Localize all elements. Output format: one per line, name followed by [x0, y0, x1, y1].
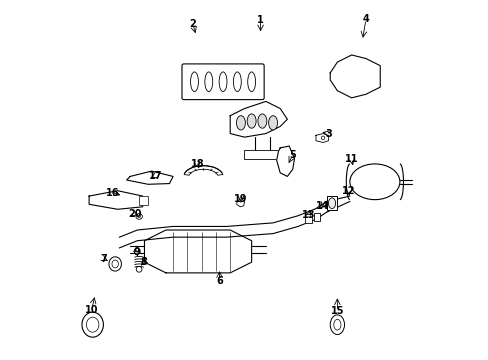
Text: 16: 16	[105, 188, 119, 198]
Ellipse shape	[82, 312, 103, 337]
Ellipse shape	[246, 114, 256, 128]
Text: 3: 3	[325, 129, 331, 139]
Bar	[139, 196, 148, 205]
Text: 19: 19	[234, 194, 247, 204]
Ellipse shape	[233, 72, 241, 91]
Text: 9: 9	[133, 247, 140, 257]
Bar	[313, 213, 319, 221]
Bar	[305, 214, 311, 223]
Text: 15: 15	[330, 306, 344, 316]
Text: 4: 4	[362, 14, 368, 24]
Text: 2: 2	[189, 18, 196, 28]
Text: 7: 7	[100, 253, 106, 264]
Text: 1: 1	[257, 15, 264, 25]
Ellipse shape	[247, 72, 255, 91]
Polygon shape	[276, 146, 294, 176]
Polygon shape	[89, 191, 142, 209]
Ellipse shape	[236, 116, 245, 130]
Ellipse shape	[136, 213, 142, 219]
Bar	[326, 196, 337, 210]
Ellipse shape	[333, 319, 340, 330]
Ellipse shape	[257, 114, 266, 128]
Ellipse shape	[138, 215, 140, 218]
Text: 13: 13	[302, 210, 315, 220]
Text: 18: 18	[190, 159, 204, 169]
Text: 20: 20	[128, 209, 142, 219]
Polygon shape	[230, 102, 287, 137]
FancyBboxPatch shape	[182, 64, 264, 100]
Polygon shape	[236, 199, 244, 207]
Polygon shape	[126, 171, 173, 184]
Text: 6: 6	[216, 276, 223, 286]
Text: 17: 17	[148, 171, 162, 181]
Ellipse shape	[349, 164, 399, 200]
Ellipse shape	[321, 136, 324, 140]
Ellipse shape	[86, 317, 99, 332]
Bar	[244, 150, 280, 158]
Ellipse shape	[190, 72, 198, 91]
Text: 11: 11	[344, 154, 358, 164]
Text: 8: 8	[140, 257, 147, 267]
Polygon shape	[329, 55, 380, 98]
Ellipse shape	[219, 72, 226, 91]
Text: 14: 14	[315, 201, 328, 211]
Ellipse shape	[204, 72, 212, 91]
Polygon shape	[315, 134, 328, 143]
Ellipse shape	[268, 116, 277, 130]
Polygon shape	[144, 230, 251, 273]
Text: 10: 10	[85, 305, 98, 315]
Text: 12: 12	[342, 186, 355, 197]
Ellipse shape	[112, 260, 118, 268]
Ellipse shape	[328, 198, 335, 208]
Circle shape	[136, 266, 142, 272]
Polygon shape	[183, 166, 223, 175]
Ellipse shape	[329, 315, 344, 334]
Text: 5: 5	[289, 150, 296, 160]
Ellipse shape	[109, 257, 121, 271]
